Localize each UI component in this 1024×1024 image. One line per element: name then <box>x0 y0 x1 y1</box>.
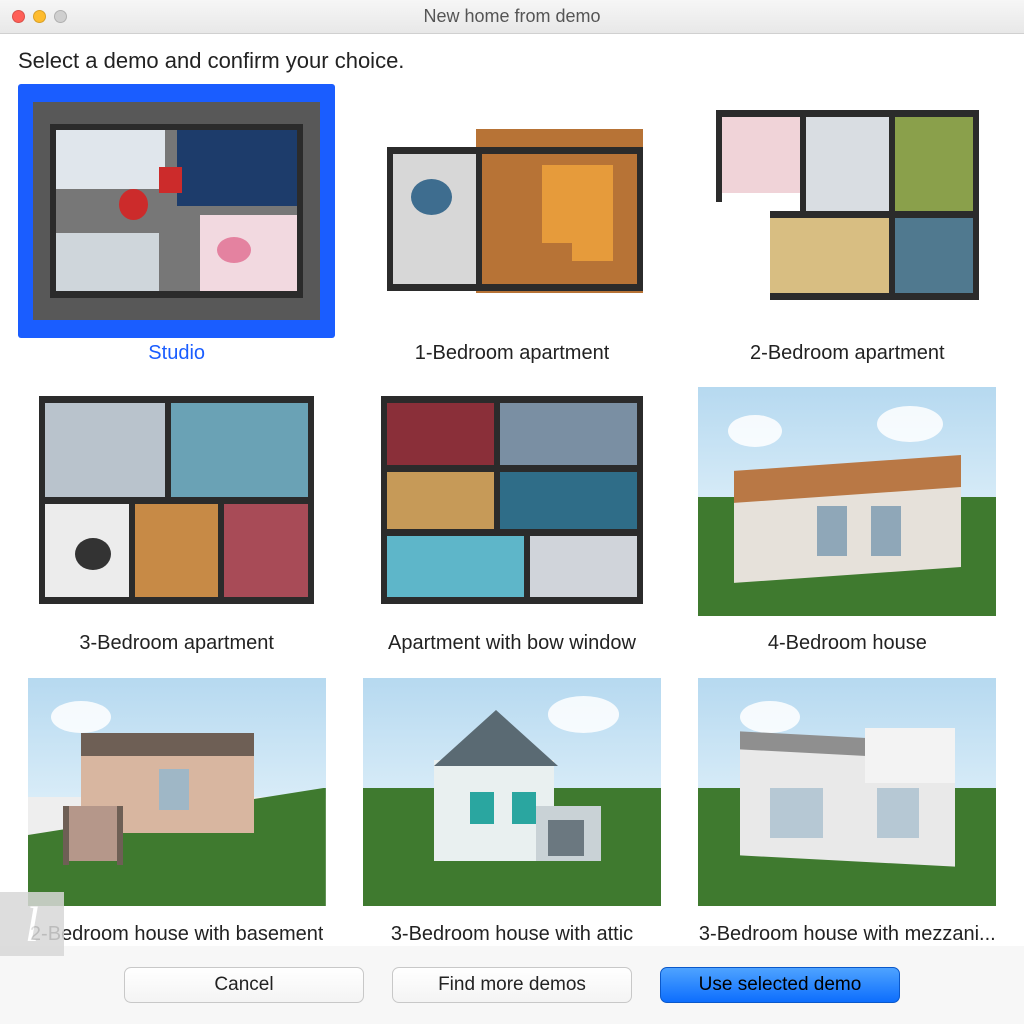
demo-item-mezzanine[interactable]: 3-Bedroom house with mezzani... <box>689 665 1006 946</box>
demo-caption: Apartment with bow window <box>388 632 636 655</box>
dialog-footer: Cancel Find more demos Use selected demo <box>0 946 1024 1024</box>
close-icon[interactable] <box>12 10 25 23</box>
demo-item-attic[interactable]: 3-Bedroom house with attic <box>353 665 670 946</box>
demo-item-basement[interactable]: 2-Bedroom house with basement <box>18 665 335 946</box>
demo-caption: 3-Bedroom apartment <box>79 632 274 655</box>
cancel-button[interactable]: Cancel <box>124 967 364 1003</box>
demo-item-1bed[interactable]: 1-Bedroom apartment <box>353 84 670 365</box>
demo-thumb <box>689 84 1006 338</box>
watermark-icon: l <box>0 892 64 956</box>
demo-thumb <box>353 665 670 919</box>
demo-caption: 3-Bedroom house with attic <box>391 923 633 946</box>
demo-thumb <box>353 84 670 338</box>
traffic-lights <box>12 10 67 23</box>
demo-caption: 2-Bedroom apartment <box>750 342 945 365</box>
demo-caption: 4-Bedroom house <box>768 632 927 655</box>
titlebar: New home from demo <box>0 0 1024 34</box>
demo-item-studio[interactable]: Studio <box>18 84 335 365</box>
demo-thumb <box>353 375 670 629</box>
demo-thumb <box>18 84 335 338</box>
demo-thumb <box>18 665 335 919</box>
demo-caption: 2-Bedroom house with basement <box>30 923 324 946</box>
dialog-content: Select a demo and confirm your choice. <box>0 34 1024 946</box>
demo-thumb <box>689 665 1006 919</box>
maximize-icon[interactable] <box>54 10 67 23</box>
find-more-button[interactable]: Find more demos <box>392 967 632 1003</box>
window-title: New home from demo <box>0 6 1024 27</box>
demo-caption: 3-Bedroom house with mezzani... <box>699 923 996 946</box>
demo-thumb <box>18 375 335 629</box>
demo-item-3bed[interactable]: 3-Bedroom apartment <box>18 375 335 656</box>
use-selected-button[interactable]: Use selected demo <box>660 967 900 1003</box>
minimize-icon[interactable] <box>33 10 46 23</box>
dialog-window: New home from demo Select a demo and con… <box>0 0 1024 1024</box>
demo-grid: Studio <box>18 84 1006 946</box>
demo-caption: Studio <box>148 342 205 365</box>
demo-item-2bed[interactable]: 2-Bedroom apartment <box>689 84 1006 365</box>
instruction-text: Select a demo and confirm your choice. <box>18 48 1006 74</box>
demo-item-bow[interactable]: Apartment with bow window <box>353 375 670 656</box>
demo-caption: 1-Bedroom apartment <box>415 342 610 365</box>
demo-thumb <box>689 375 1006 629</box>
demo-item-4bedhouse[interactable]: 4-Bedroom house <box>689 375 1006 656</box>
